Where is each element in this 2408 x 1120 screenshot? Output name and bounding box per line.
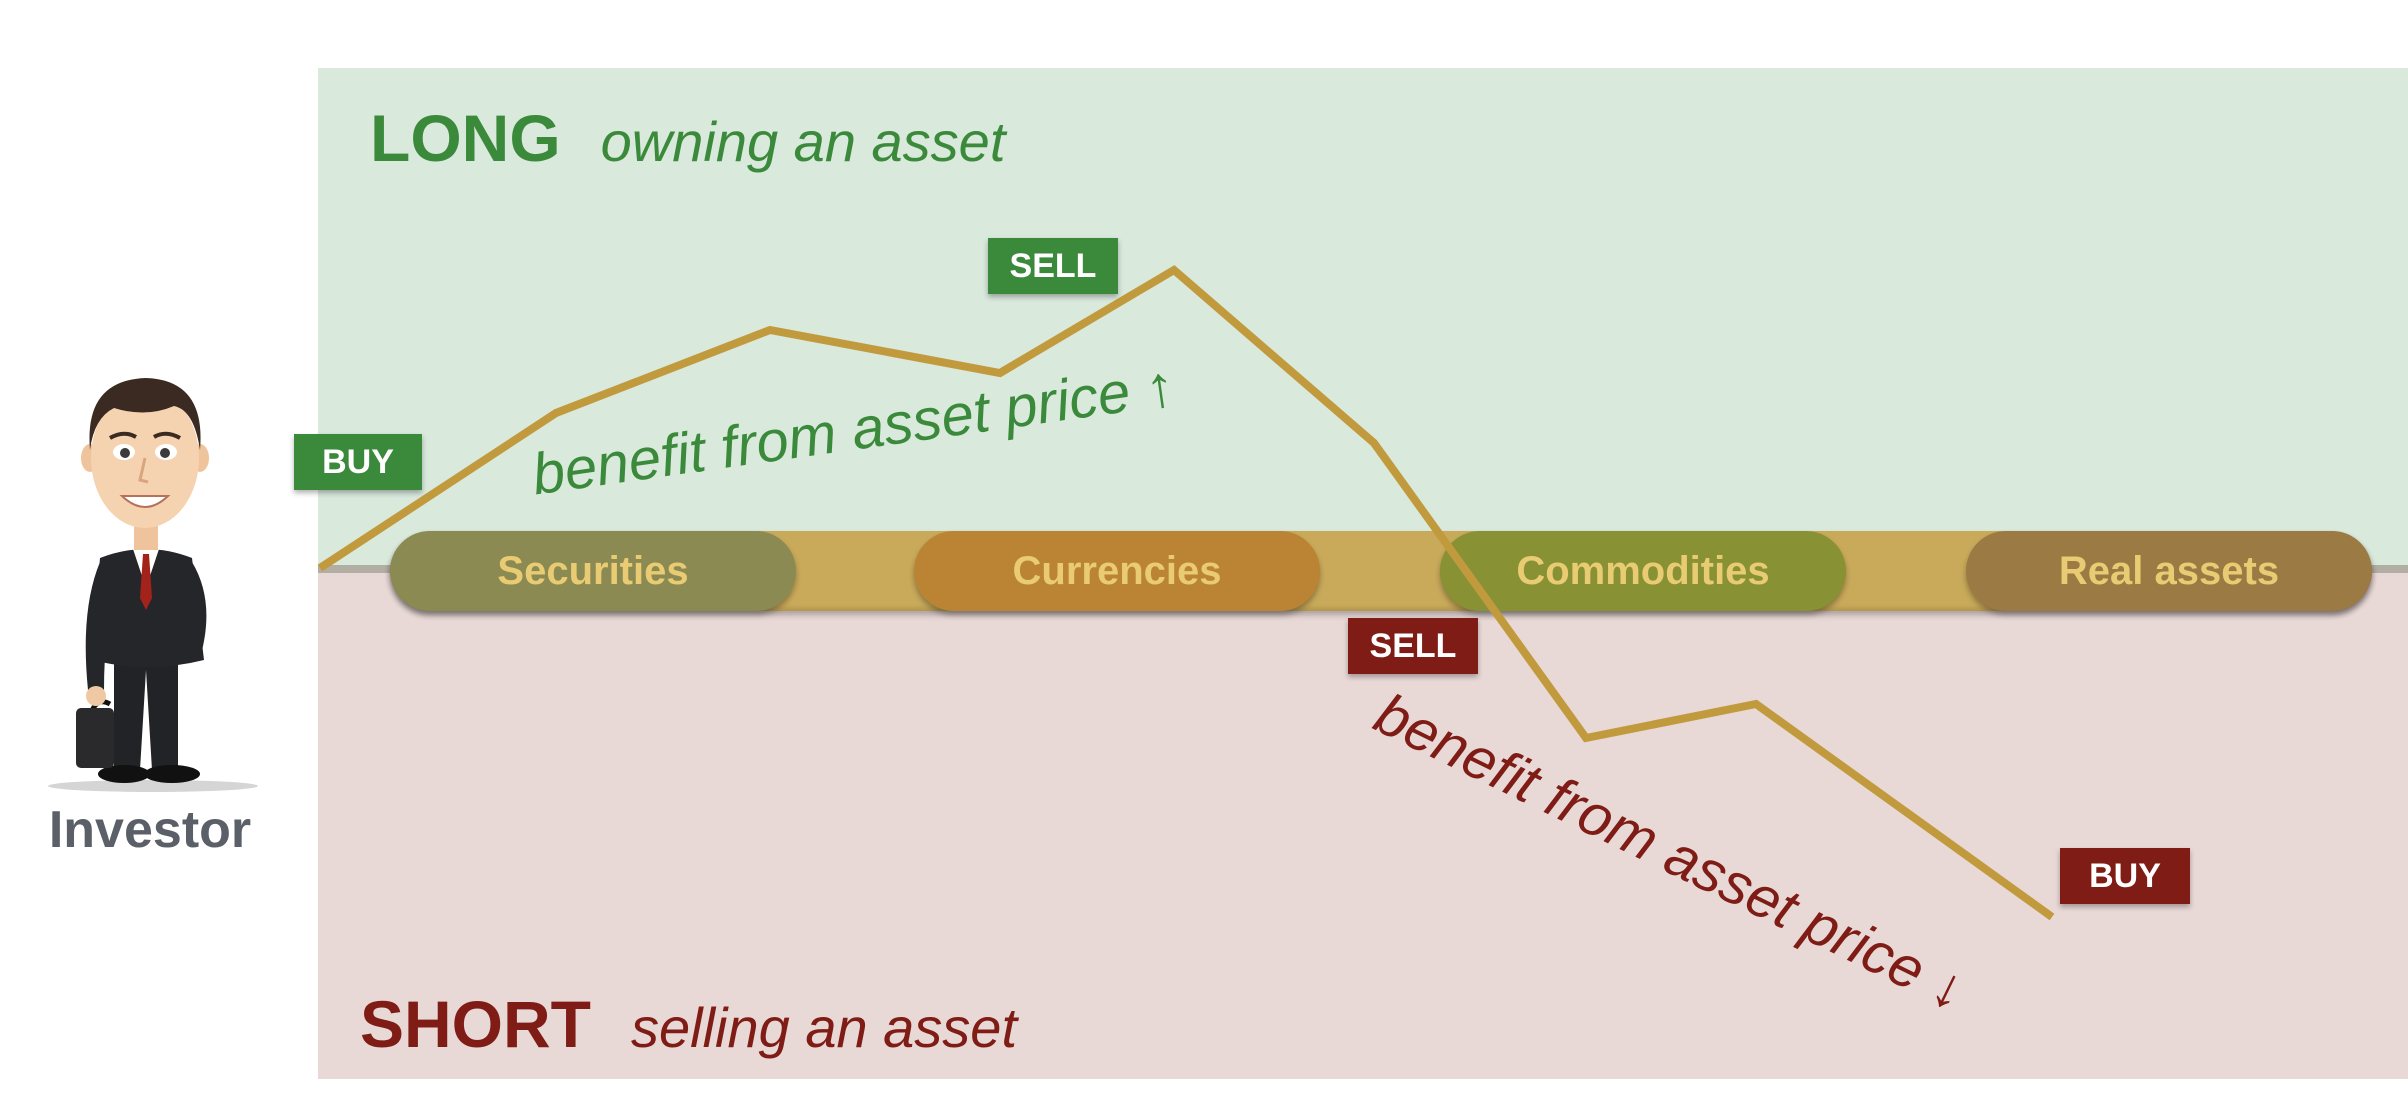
asset-pill-real-assets: Real assets — [1966, 531, 2372, 611]
investor-icon — [48, 378, 258, 792]
short-title-word: SHORT — [360, 987, 591, 1061]
short-title: SHORT selling an asset — [360, 986, 1017, 1062]
short-sell-tag: SELL — [1348, 618, 1478, 674]
long-title: LONG owning an asset — [370, 100, 1005, 176]
long-title-description: owning an asset — [600, 110, 1006, 173]
long-sell-tag: SELL — [988, 238, 1118, 294]
investor-label: Investor — [48, 801, 252, 859]
short-buy-tag: BUY — [2060, 848, 2190, 904]
short-title-description: selling an asset — [631, 996, 1018, 1059]
long-buy-tag: BUY — [294, 434, 422, 490]
long-title-word: LONG — [370, 101, 561, 175]
asset-pill-commodities: Commodities — [1440, 531, 1846, 611]
asset-pill-currencies: Currencies — [914, 531, 1320, 611]
long-zone — [318, 68, 2408, 567]
asset-pill-securities: Securities — [390, 531, 796, 611]
price-path-line — [317, 265, 2055, 921]
